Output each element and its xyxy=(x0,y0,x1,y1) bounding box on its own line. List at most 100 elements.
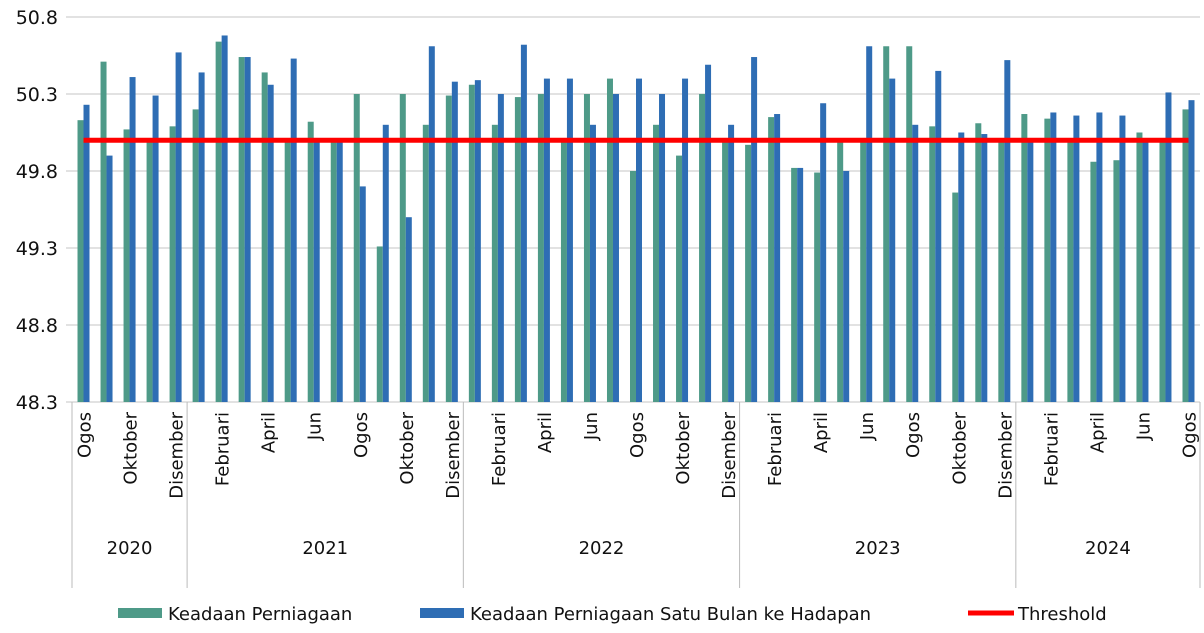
bar xyxy=(376,246,383,402)
bar xyxy=(820,103,827,403)
legend-swatch xyxy=(118,608,162,618)
bar xyxy=(1004,60,1011,403)
y-tick-label: 50.8 xyxy=(16,7,58,29)
bar xyxy=(1165,92,1172,403)
x-tick-label: Jun xyxy=(581,412,602,441)
x-tick-label: Oktober xyxy=(121,411,142,484)
bar xyxy=(676,155,683,402)
bar xyxy=(1096,112,1103,402)
bar xyxy=(768,117,775,402)
bar xyxy=(1027,140,1034,402)
x-tick-label: Ogos xyxy=(351,412,372,458)
bar xyxy=(837,140,844,402)
bar xyxy=(906,46,913,402)
bar xyxy=(659,94,666,402)
x-tick-label: April xyxy=(535,412,556,453)
bar xyxy=(175,52,182,403)
bar xyxy=(560,140,567,402)
bar xyxy=(935,70,942,403)
bar xyxy=(843,171,850,402)
bar xyxy=(468,84,475,402)
bar xyxy=(244,57,251,402)
bar xyxy=(198,72,205,402)
legend-label: Keadaan Perniagaan xyxy=(168,604,352,625)
x-tick-label: Jun xyxy=(857,412,878,441)
bar xyxy=(866,46,873,402)
bar xyxy=(1188,100,1195,402)
bar xyxy=(77,120,84,403)
bar xyxy=(169,126,176,402)
x-tick-label: Ogos xyxy=(75,412,96,458)
x-tick-label: Februari xyxy=(489,412,510,486)
bar xyxy=(1113,160,1120,402)
bar xyxy=(261,72,268,402)
bar xyxy=(929,126,936,402)
bar xyxy=(399,94,406,402)
bar xyxy=(1044,118,1051,402)
y-tick-label: 49.3 xyxy=(16,238,58,260)
y-tick-label: 48.8 xyxy=(16,315,58,337)
bar xyxy=(1021,114,1028,403)
bar xyxy=(382,124,389,403)
bar xyxy=(267,84,274,402)
bar xyxy=(975,123,982,402)
bar xyxy=(797,167,804,402)
bar xyxy=(428,46,435,402)
x-tick-label: Ogos xyxy=(627,412,648,458)
group-label: 2021 xyxy=(302,538,348,559)
bar xyxy=(612,94,619,402)
x-tick-label: April xyxy=(1087,412,1108,453)
x-tick-label: Disember xyxy=(443,411,464,498)
bar xyxy=(1159,140,1166,402)
bar xyxy=(215,41,222,402)
bar xyxy=(330,140,337,402)
x-tick-label: Ogos xyxy=(1179,412,1200,458)
bar xyxy=(791,167,798,402)
x-tick-label: Ogos xyxy=(903,412,924,458)
legend-swatch xyxy=(420,608,464,618)
x-tick-label: Disember xyxy=(995,411,1016,498)
x-tick-label: Februari xyxy=(1041,412,1062,486)
legend-label: Keadaan Perniagaan Satu Bulan ke Hadapan xyxy=(470,604,871,625)
bar xyxy=(520,44,527,402)
bar xyxy=(589,124,596,403)
bar xyxy=(745,144,752,402)
y-tick-label: 49.8 xyxy=(16,161,58,183)
x-tick-label: Februari xyxy=(765,412,786,486)
bar xyxy=(359,186,366,402)
bar xyxy=(353,94,360,402)
bar xyxy=(405,217,412,402)
bar xyxy=(606,78,613,402)
bar xyxy=(705,64,712,403)
x-tick-label: Jun xyxy=(305,412,326,441)
bar xyxy=(1073,115,1080,402)
bar xyxy=(814,172,821,402)
legend-label: Threshold xyxy=(1017,604,1107,625)
bar xyxy=(491,124,498,403)
bar xyxy=(981,134,988,403)
x-tick-label: April xyxy=(811,412,832,453)
x-tick-label: Oktober xyxy=(949,411,970,484)
bar xyxy=(152,95,159,402)
bar xyxy=(636,78,642,402)
bar xyxy=(284,140,291,402)
bar xyxy=(998,140,1005,402)
bar xyxy=(474,80,481,402)
bar xyxy=(860,140,867,402)
bar xyxy=(451,81,458,403)
y-tick-label: 50.3 xyxy=(16,84,58,106)
bar xyxy=(514,97,521,402)
bar xyxy=(146,140,153,402)
bar xyxy=(422,124,429,403)
bar xyxy=(307,121,314,402)
bar xyxy=(106,155,113,402)
bar xyxy=(1067,140,1074,402)
bar xyxy=(1050,112,1057,402)
bar xyxy=(653,124,660,403)
x-tick-label: Oktober xyxy=(397,411,418,484)
group-label: 2023 xyxy=(855,538,901,559)
x-tick-label: April xyxy=(259,412,280,453)
x-tick-label: Februari xyxy=(213,412,234,486)
bar xyxy=(566,78,573,402)
